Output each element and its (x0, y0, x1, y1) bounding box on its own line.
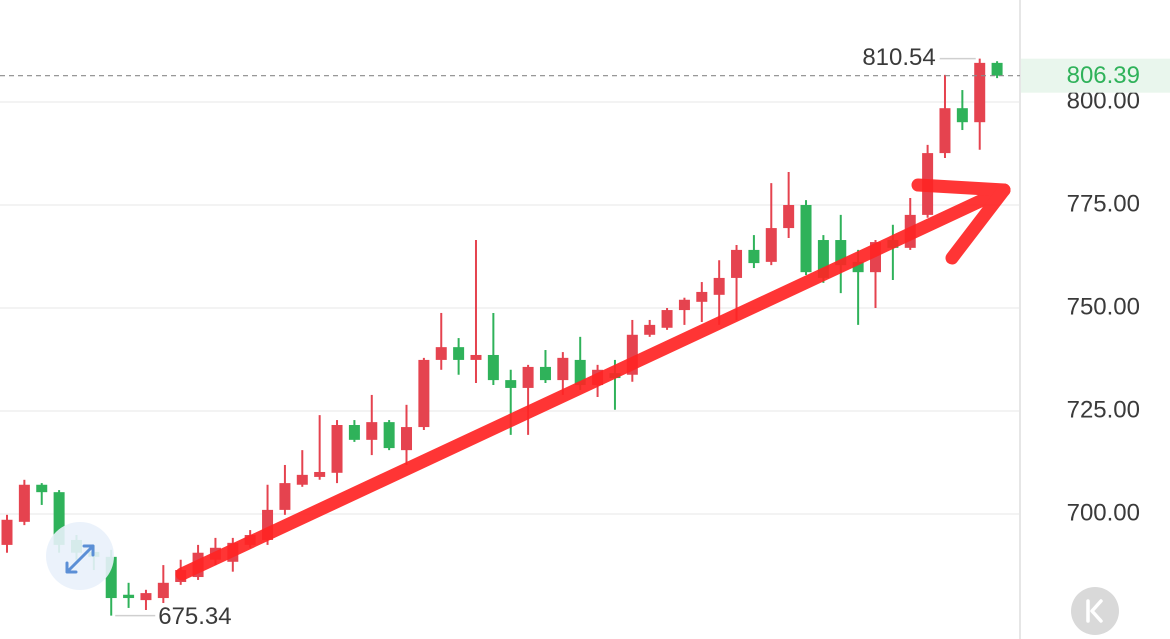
max-label: 810.54 (862, 44, 935, 71)
candle-body (140, 593, 152, 601)
candle-body (661, 310, 673, 328)
candle-body (418, 359, 430, 428)
candle-body (383, 422, 395, 449)
last-price-label: 806.39 (1067, 62, 1140, 89)
candle-body (991, 62, 1003, 76)
candle-body (539, 366, 551, 381)
candle-body (783, 205, 795, 229)
candle-body (1, 519, 13, 545)
candle-body (574, 359, 586, 386)
candle-body (505, 380, 517, 388)
candle-body (487, 354, 499, 381)
candle-body (314, 471, 326, 477)
candle-body (279, 483, 291, 510)
k-button-bg[interactable] (1071, 587, 1119, 635)
y-tick-label: 700.00 (1067, 499, 1140, 526)
candle-body (557, 357, 569, 381)
candle-body (435, 347, 447, 360)
y-tick-label: 725.00 (1067, 396, 1140, 423)
candle-body (522, 366, 534, 388)
arrow-head (945, 183, 1011, 265)
y-tick-label: 750.00 (1067, 293, 1140, 320)
candle-body (105, 556, 117, 599)
min-label: 675.34 (158, 603, 231, 630)
candle-body (470, 354, 482, 360)
candle-body (852, 261, 864, 273)
candle-body (53, 492, 65, 545)
candle-body (835, 240, 847, 266)
candle-body (731, 249, 743, 278)
y-tick-label: 775.00 (1067, 190, 1140, 217)
candle-body (644, 324, 656, 335)
candle-body (696, 291, 708, 302)
arrow-head (911, 178, 1011, 197)
candle-body (296, 474, 308, 485)
labels: 700.00725.00750.00775.00800.00810.54675.… (0, 44, 1170, 630)
last-price-bg (1021, 58, 1170, 93)
arrow-shaft (175, 183, 1011, 581)
grid (0, 101, 1020, 515)
k-button[interactable] (1071, 587, 1119, 635)
candle-body (401, 427, 413, 451)
candle-body (262, 509, 274, 540)
candle-body (331, 425, 343, 473)
candle-body (626, 334, 638, 375)
candle-body (713, 277, 725, 295)
candle-body (974, 62, 986, 123)
expand-button[interactable] (46, 522, 114, 590)
candle-body (366, 422, 378, 440)
candle-body (678, 299, 690, 311)
expand-icon (65, 544, 95, 574)
candle-body (800, 205, 812, 273)
candle-body (123, 594, 135, 599)
expand-button-bg[interactable] (46, 522, 114, 590)
candle-body (18, 484, 30, 522)
k-icon (1086, 599, 1103, 623)
candle-body (956, 108, 968, 123)
candle-body (453, 347, 465, 360)
candle-body (348, 425, 360, 440)
candle-body (765, 228, 777, 262)
candle-body (36, 484, 48, 493)
candle-body (817, 240, 829, 278)
candles (1, 58, 1003, 616)
trend-arrow (175, 178, 1011, 581)
candle-body (748, 249, 760, 264)
candle-body (939, 108, 951, 154)
candle-body (157, 582, 169, 599)
